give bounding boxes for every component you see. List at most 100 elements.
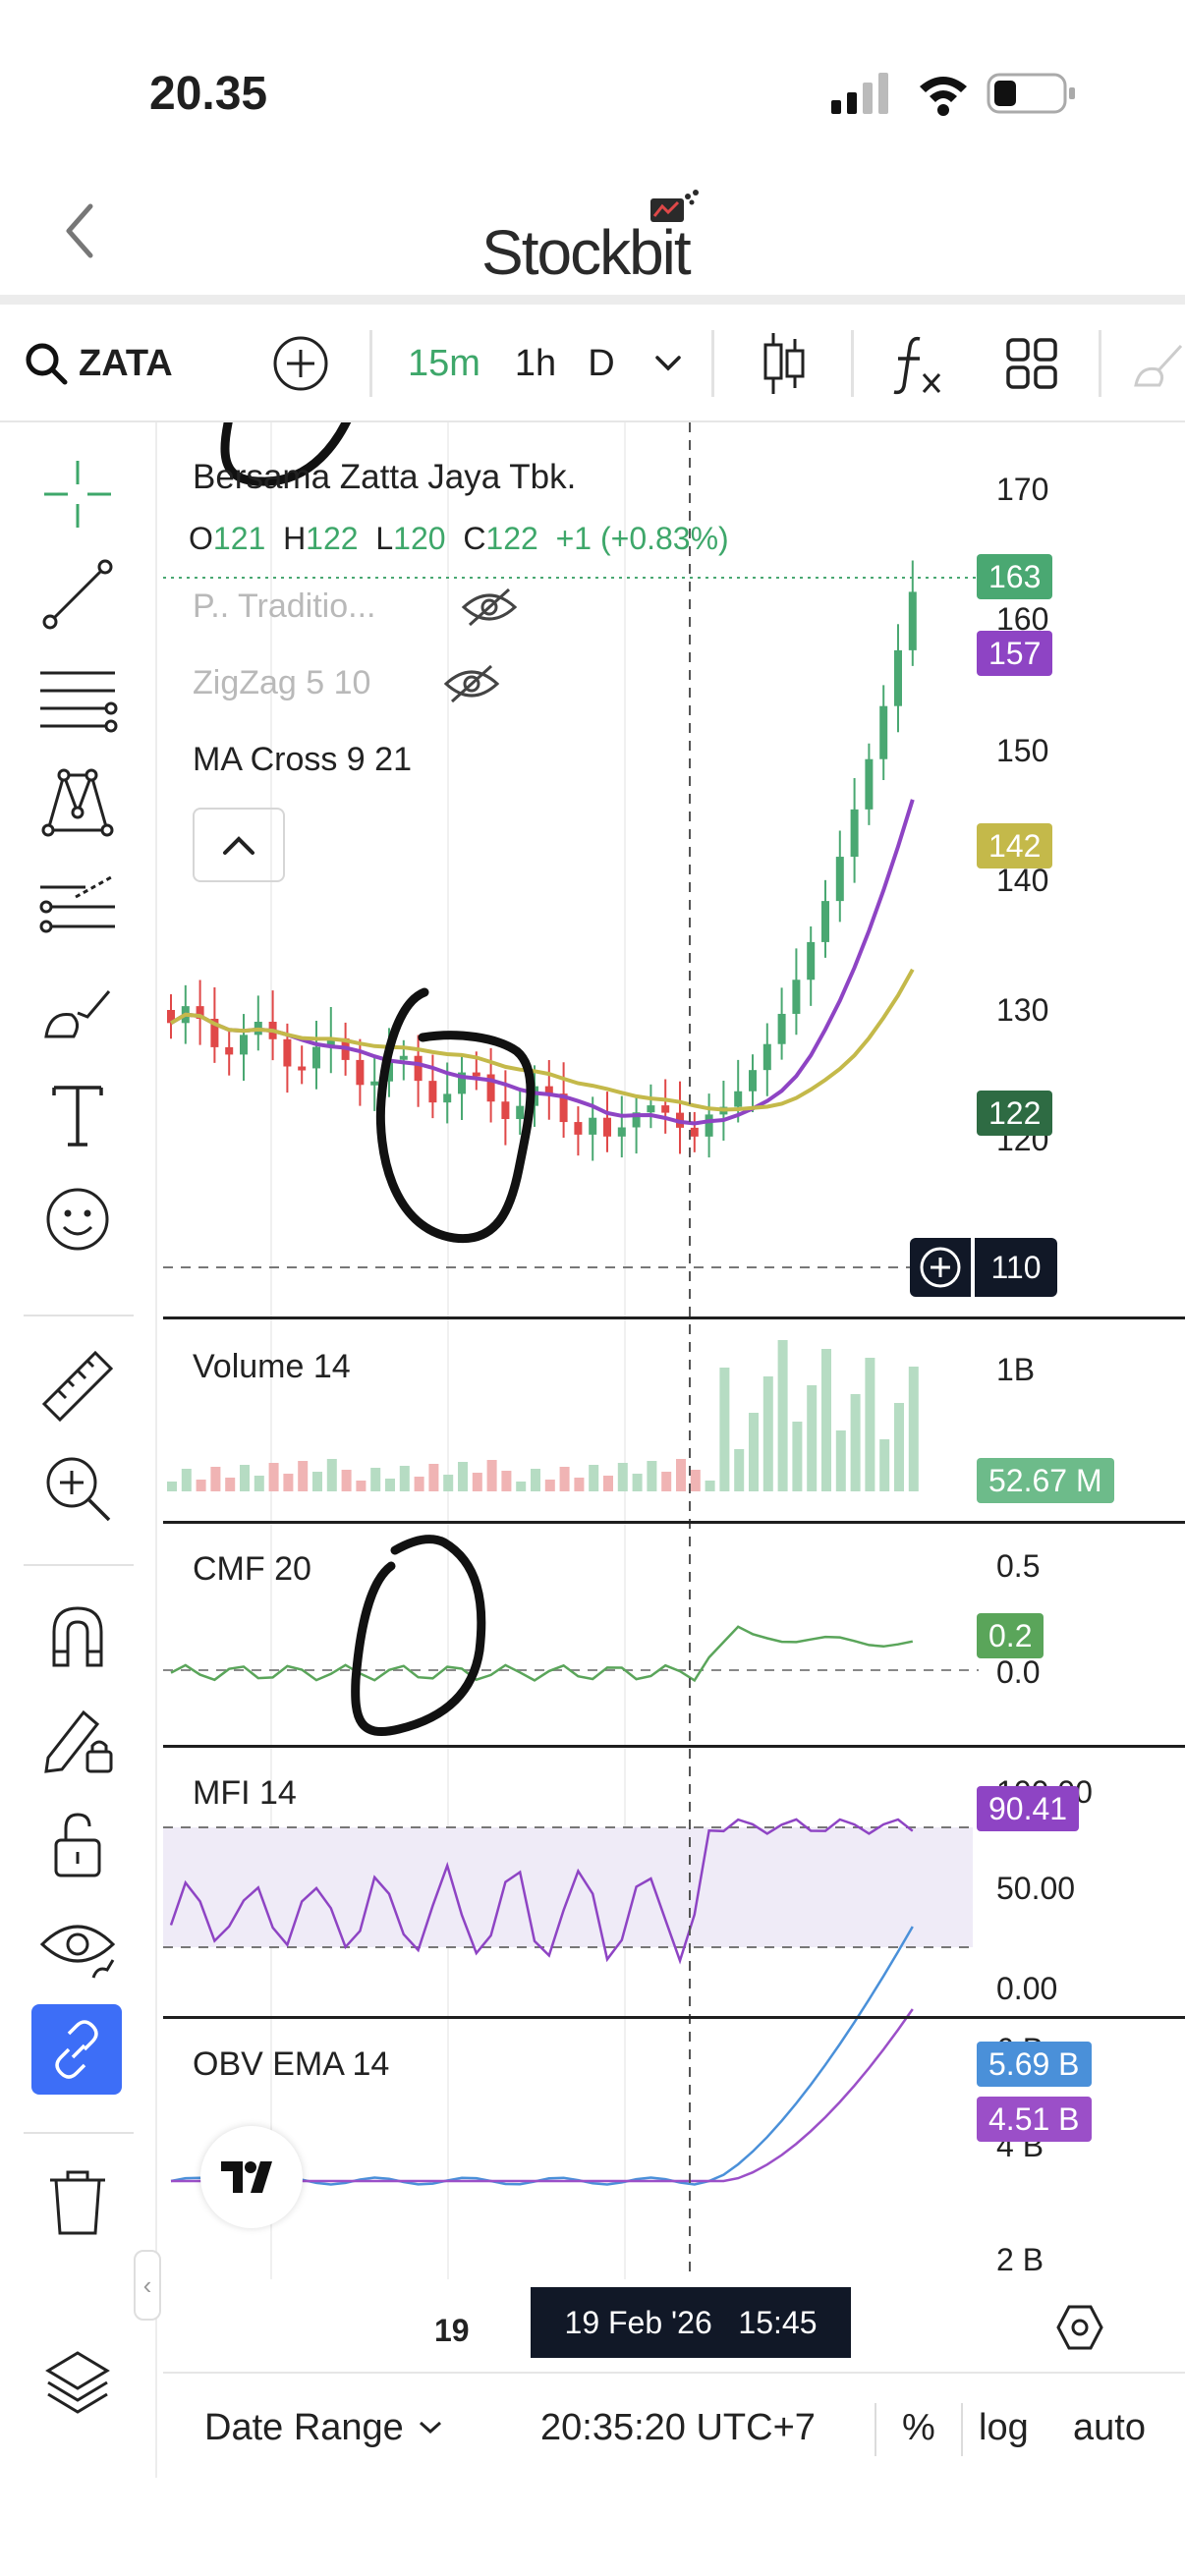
eye-brush-icon (39, 1925, 116, 1979)
price-tick: 150 (996, 733, 1049, 768)
indicators-button[interactable] (880, 305, 959, 422)
volume-bar (428, 1464, 439, 1491)
volume-bar (734, 1449, 745, 1491)
candle-body (486, 1074, 495, 1102)
interval-15m[interactable]: 15m (408, 342, 480, 384)
volume-bar (472, 1473, 482, 1491)
plus-circle-icon (920, 1247, 961, 1288)
candle-body (792, 980, 801, 1014)
cmf-label[interactable]: CMF 20 (193, 1550, 311, 1588)
volume-bar (283, 1474, 294, 1491)
instrument-name: Bersama Zatta Jaya Tbk. (193, 458, 577, 496)
interval-d[interactable]: D (588, 342, 615, 384)
chart-settings-icon[interactable] (1055, 2303, 1104, 2352)
time-axis-label: 19 (434, 2313, 470, 2348)
eye-off-icon[interactable] (460, 586, 519, 629)
chart-canvas[interactable] (163, 422, 1185, 2368)
auto-scale-toggle[interactable]: auto (1073, 2406, 1146, 2448)
volume-bar (544, 1480, 555, 1491)
chart-area[interactable]: Bersama Zatta Jaya Tbk. O121 H122 L120 C… (163, 422, 1185, 2368)
ma-fast-badge: 157 (977, 631, 1053, 676)
pattern-tool[interactable] (33, 758, 122, 847)
layout-button[interactable] (992, 305, 1071, 422)
zoom-tool[interactable] (33, 1444, 122, 1533)
volume-bar (807, 1385, 818, 1491)
mfi-tick: 0.00 (996, 1971, 1058, 2006)
back-chevron-icon[interactable] (55, 196, 104, 265)
projection-tool[interactable] (33, 863, 122, 951)
emoji-tool[interactable] (33, 1175, 122, 1263)
volume-bar (617, 1463, 628, 1491)
fib-tool[interactable] (33, 654, 122, 743)
add-symbol-button[interactable] (265, 305, 336, 422)
tradingview-logo[interactable] (200, 2126, 303, 2228)
interval-dropdown[interactable] (645, 305, 692, 422)
legend-collapse-button[interactable] (193, 808, 285, 882)
unlock-tool[interactable] (33, 1800, 122, 1888)
volume-label[interactable]: Volume 14 (193, 1348, 351, 1385)
bottom-divider (961, 2403, 963, 2456)
link-sync-tool[interactable] (31, 2004, 122, 2095)
volume-bar (632, 1474, 643, 1491)
brush-tool[interactable] (33, 967, 122, 1055)
percent-scale-toggle[interactable]: % (902, 2406, 935, 2448)
chevron-down-icon (655, 356, 681, 371)
volume-bar (516, 1482, 527, 1491)
timezone-clock[interactable]: 20:35:20 UTC+7 (540, 2406, 816, 2448)
volume-bar (196, 1480, 206, 1491)
bottom-divider (875, 2403, 876, 2456)
indicator-label[interactable]: P.. Traditio... (193, 588, 376, 625)
candle-body (807, 941, 816, 980)
delete-tool[interactable] (33, 2157, 122, 2246)
candle-body (472, 1072, 480, 1077)
visibility-tool[interactable] (33, 1904, 122, 1992)
stockbit-logo: Stockbit (481, 190, 717, 295)
toolbar-collapse-tab[interactable]: ‹ (134, 2250, 161, 2321)
magnet-tool[interactable] (33, 1592, 122, 1680)
candle-body (690, 1127, 699, 1137)
mfi-badge: 90.41 (977, 1786, 1080, 1831)
symbol-search[interactable]: ZATA (24, 305, 200, 422)
mfi-label[interactable]: MFI 14 (193, 1774, 297, 1812)
projection-icon (39, 875, 115, 933)
candle-body (647, 1105, 655, 1113)
chart-type-button[interactable] (747, 305, 821, 422)
candle-body (632, 1112, 641, 1128)
add-alert-button[interactable] (910, 1238, 971, 1297)
candle-body (399, 1055, 408, 1060)
date-range-button[interactable]: Date Range (204, 2374, 445, 2482)
log-scale-toggle[interactable]: log (979, 2406, 1029, 2448)
logo-text: Stockbit (481, 217, 692, 288)
link-icon (55, 2020, 98, 2079)
ohlc-low: 120 (393, 521, 446, 556)
measure-tool[interactable] (33, 1342, 122, 1430)
crosshair-tool[interactable] (33, 450, 122, 538)
volume-bar (676, 1459, 686, 1491)
interval-1h[interactable]: 1h (514, 342, 557, 384)
pane-separator[interactable] (163, 1316, 1185, 1319)
trendline-tool[interactable] (33, 550, 122, 639)
ruler-icon (41, 1350, 114, 1423)
volume-bar (326, 1459, 337, 1491)
layers-tool[interactable] (33, 2338, 122, 2427)
volume-bar (647, 1461, 657, 1491)
search-icon (26, 343, 68, 385)
lock-drawing-tool[interactable] (33, 1696, 122, 1784)
chart-toolbar: ZATA 15m 1h D (0, 305, 1185, 422)
eye-off-icon[interactable] (442, 662, 501, 705)
obv-label[interactable]: OBV EMA 14 (193, 2045, 390, 2083)
text-tool[interactable] (33, 1071, 122, 1159)
volume-bar (589, 1465, 599, 1491)
pane-separator[interactable] (163, 1521, 1185, 1524)
volume-bar (879, 1439, 890, 1491)
pane-separator[interactable] (163, 2016, 1185, 2019)
candle-body (835, 857, 844, 902)
pane-separator[interactable] (163, 1745, 1185, 1748)
crosshair-price-label: 110 (975, 1238, 1057, 1297)
text-t-icon (52, 1086, 103, 1147)
drawing-tool-button[interactable] (1130, 305, 1185, 422)
indicator-label[interactable]: ZigZag 5 10 (193, 664, 371, 701)
hand-drawn-annotations (220, 422, 536, 1737)
cmf-tick: 0.0 (996, 1654, 1041, 1690)
indicator-label[interactable]: MA Cross 9 21 (193, 741, 412, 778)
